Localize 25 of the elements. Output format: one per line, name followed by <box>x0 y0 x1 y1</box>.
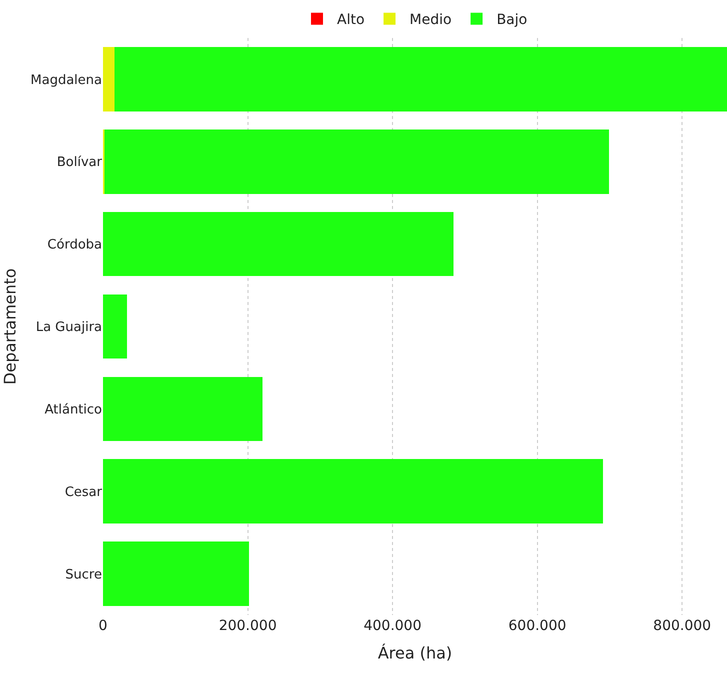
x-tick-label: 200.000 <box>218 618 277 634</box>
bar <box>103 459 604 524</box>
bar <box>104 130 609 194</box>
y-tick-label: Bolívar <box>56 155 103 170</box>
y-axis-title: Departamento <box>0 268 20 385</box>
legend-label: Bajo <box>496 12 528 28</box>
x-tick-label: 800.000 <box>653 618 712 634</box>
y-tick-label: Magdalena <box>30 72 102 88</box>
legend-label: Alto <box>337 12 365 28</box>
legend-label: Medio <box>410 12 452 28</box>
bar <box>103 47 115 112</box>
bar <box>114 47 727 112</box>
bar <box>103 542 250 606</box>
x-tick-label: 0 <box>98 618 108 634</box>
bar <box>103 212 454 276</box>
x-tick-label: 400.000 <box>364 618 422 634</box>
x-axis-title: Área (ha) <box>378 644 452 663</box>
y-tick-label: Atlántico <box>44 402 102 418</box>
y-tick-label: Cesar <box>64 484 103 500</box>
y-tick-label: La Guajira <box>36 320 102 336</box>
y-tick-label: Sucre <box>65 567 102 582</box>
y-tick-label: Córdoba <box>47 238 102 253</box>
bar <box>103 294 127 359</box>
bar <box>103 376 262 442</box>
x-tick-label: 600.000 <box>508 618 566 634</box>
